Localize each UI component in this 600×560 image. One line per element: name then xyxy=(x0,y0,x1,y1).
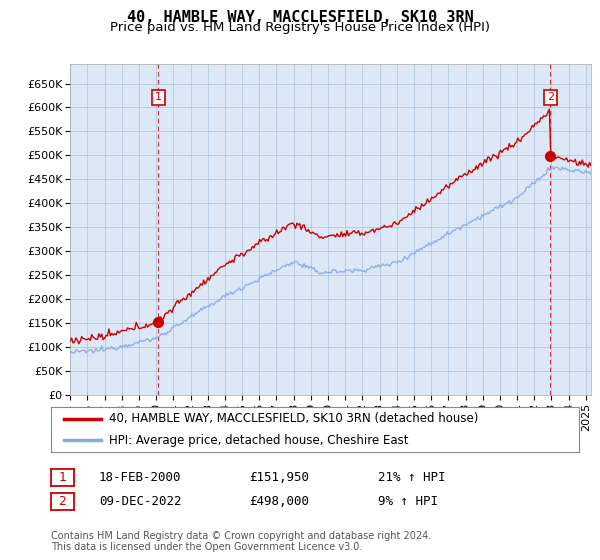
Text: HPI: Average price, detached house, Cheshire East: HPI: Average price, detached house, Ches… xyxy=(109,433,409,446)
Text: 2: 2 xyxy=(58,494,67,508)
Text: £498,000: £498,000 xyxy=(249,494,309,508)
Text: 09-DEC-2022: 09-DEC-2022 xyxy=(99,494,182,508)
Text: 1: 1 xyxy=(58,470,67,484)
Text: Price paid vs. HM Land Registry's House Price Index (HPI): Price paid vs. HM Land Registry's House … xyxy=(110,21,490,34)
Text: 2: 2 xyxy=(547,92,554,102)
Text: 9% ↑ HPI: 9% ↑ HPI xyxy=(378,494,438,508)
Text: 40, HAMBLE WAY, MACCLESFIELD, SK10 3RN (detached house): 40, HAMBLE WAY, MACCLESFIELD, SK10 3RN (… xyxy=(109,413,478,426)
Text: 21% ↑ HPI: 21% ↑ HPI xyxy=(378,470,445,484)
Text: 1: 1 xyxy=(155,92,162,102)
Text: Contains HM Land Registry data © Crown copyright and database right 2024.
This d: Contains HM Land Registry data © Crown c… xyxy=(51,531,431,553)
Text: 40, HAMBLE WAY, MACCLESFIELD, SK10 3RN: 40, HAMBLE WAY, MACCLESFIELD, SK10 3RN xyxy=(127,10,473,25)
Text: £151,950: £151,950 xyxy=(249,470,309,484)
Text: 18-FEB-2000: 18-FEB-2000 xyxy=(99,470,182,484)
